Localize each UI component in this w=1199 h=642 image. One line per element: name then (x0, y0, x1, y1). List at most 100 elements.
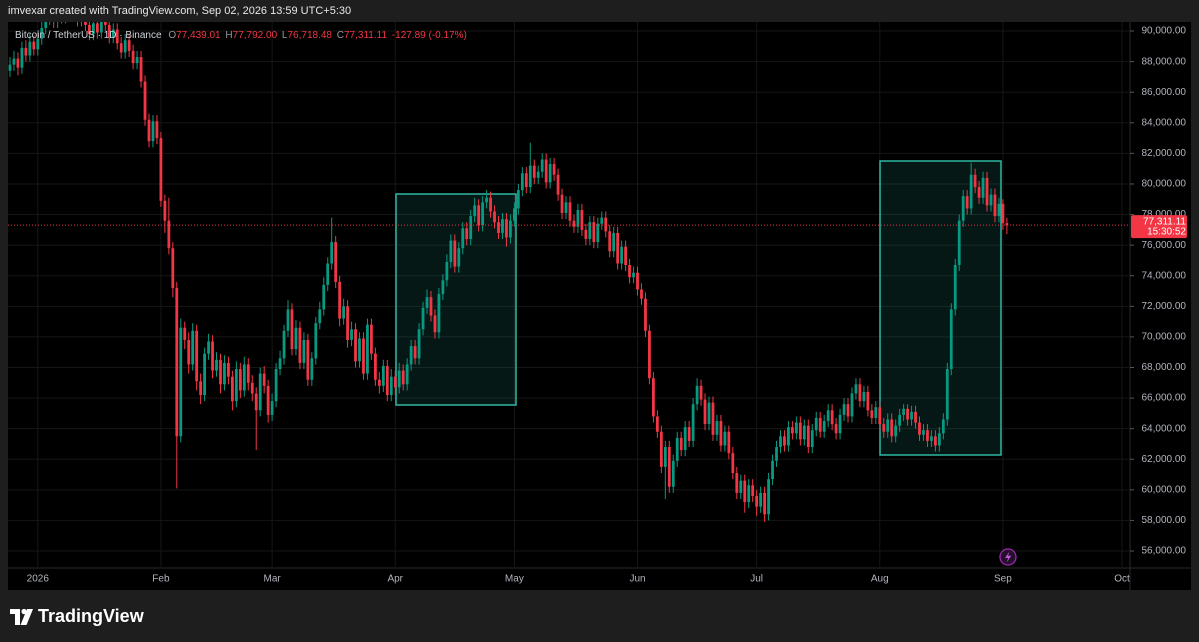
candle-body (238, 369, 242, 391)
candle-body (890, 419, 894, 437)
candle-body (20, 47, 24, 68)
candle-body (548, 164, 552, 183)
candle-body (44, 22, 48, 28)
candle-body (588, 222, 592, 240)
candle-body (227, 362, 230, 377)
logo-slash[interactable] (20, 609, 34, 625)
candle-body (421, 307, 425, 330)
candle-body (961, 196, 965, 221)
candle-body (119, 43, 123, 53)
candle-body (600, 217, 604, 224)
candle-body (949, 309, 953, 370)
candle-body (576, 209, 580, 227)
x-tick-label: Apr (387, 574, 403, 585)
candle-body (560, 194, 564, 214)
candle-body (358, 338, 361, 362)
candle-body (469, 216, 473, 240)
candle-body (103, 22, 107, 25)
candle-body (755, 495, 759, 507)
candle-body (691, 404, 695, 441)
candle-body (405, 364, 409, 385)
x-tick-label: Jun (629, 574, 645, 585)
candle-body (278, 358, 282, 370)
candle-body (989, 194, 993, 206)
header-text: imvexar created with TradingView.com, Se… (8, 5, 351, 17)
candle-body (91, 23, 95, 35)
candle-body (787, 427, 790, 446)
footer-brand[interactable]: TradingView (38, 606, 145, 626)
footer-logo[interactable]: TradingView (10, 606, 145, 626)
candle-body (123, 40, 127, 53)
candle-body (687, 427, 691, 441)
candle-body (731, 453, 735, 474)
candle-body (830, 410, 834, 425)
candle-body (898, 414, 902, 426)
candle-body (167, 220, 171, 249)
candle-body (874, 407, 878, 418)
candle-body (616, 232, 620, 264)
x-tick-label: 2026 (27, 574, 50, 585)
x-tick-label: Sep (994, 574, 1012, 585)
candle-body (767, 479, 770, 515)
candle-body (266, 385, 270, 415)
candle-body (870, 410, 874, 418)
countdown-label: 15:30:52 (1147, 227, 1186, 238)
candle-body (187, 339, 191, 365)
candle-body (719, 421, 723, 446)
candle-body (354, 329, 357, 362)
candle-body (8, 64, 12, 71)
candle-body (612, 232, 616, 252)
candle-body (806, 425, 810, 448)
candle-body (878, 407, 882, 425)
candle-body (699, 385, 703, 400)
candle-body (743, 480, 747, 503)
alert-bolt[interactable] (1005, 551, 1012, 563)
candle-body (314, 323, 318, 359)
candle-body (711, 402, 715, 435)
candle-body (429, 297, 433, 316)
candle-body (465, 228, 469, 240)
candle-body (715, 421, 719, 435)
candle-body (723, 431, 727, 446)
candle-body (826, 410, 830, 422)
candle-body (127, 40, 131, 51)
candle-body (183, 327, 187, 340)
candle-body (516, 190, 520, 209)
candle-body (997, 203, 1001, 217)
candle-body (933, 436, 937, 446)
candle-body (370, 324, 373, 354)
candle-body (330, 242, 334, 264)
x-tick-label: Jul (750, 574, 763, 585)
candle-body (274, 369, 278, 402)
candle-body (882, 424, 886, 432)
candle-body (552, 164, 556, 175)
candle-body (648, 330, 651, 379)
candle-body (350, 329, 353, 340)
candle-body (298, 327, 302, 363)
candle-body (906, 408, 909, 420)
alert-icon[interactable] (999, 548, 1017, 566)
candle-body (362, 338, 365, 374)
candle-body (822, 421, 826, 432)
candle-body (834, 424, 838, 434)
candle-body (294, 327, 298, 350)
candle-body (981, 177, 985, 198)
y-tick-label: 66,000.00 (1142, 393, 1187, 404)
candle-body (231, 376, 234, 402)
x-tick-label: Oct (1114, 574, 1130, 585)
candle-body (640, 289, 643, 299)
logo-mark[interactable] (10, 609, 20, 625)
candle-body (425, 297, 429, 308)
candle-body (771, 460, 774, 480)
candle-body (584, 229, 588, 240)
candle-body (84, 22, 87, 25)
candle-body (28, 41, 32, 56)
candle-body (223, 362, 226, 385)
candle-body (32, 41, 36, 50)
candle-body (739, 480, 743, 493)
candle-body (568, 202, 572, 221)
logo-dot[interactable] (21, 608, 27, 615)
candle-body (131, 50, 135, 64)
